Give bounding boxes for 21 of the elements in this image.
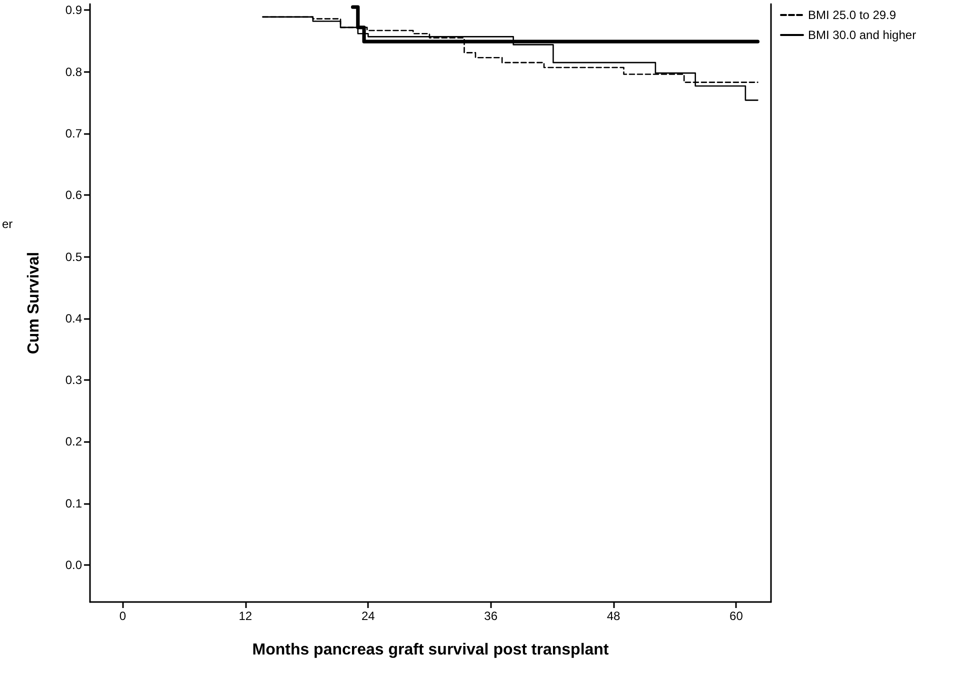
y-tick-label: 0.2 — [65, 434, 82, 449]
x-tick-label: 36 — [484, 609, 498, 623]
x-tick-label: 60 — [730, 609, 744, 623]
y-tick-label: 0.9 — [65, 3, 82, 18]
legend-label: BMI 30.0 and higher — [808, 28, 916, 42]
x-axis-title: Months pancreas graft survival post transplant — [252, 642, 610, 658]
text: er — [2, 217, 13, 231]
x-tick-label: 48 — [606, 609, 621, 623]
x-tick-label: 0 — [119, 609, 126, 623]
y-tick-label: 0.7 — [65, 126, 82, 140]
y-tick-label: 0.5 — [65, 250, 82, 264]
y-axis-title: Cum Survival — [26, 252, 42, 354]
x-tick-label: 24 — [361, 609, 376, 623]
y-tick-label: 0.6 — [65, 188, 82, 202]
legend-label: BMI 25.0 to 29.9 — [808, 8, 896, 22]
y-tick-label: 0.8 — [65, 64, 82, 79]
y-tick-label: 0.1 — [65, 496, 82, 510]
y-tick-label: 0.0 — [65, 558, 82, 572]
x-tick-label: 12 — [238, 609, 252, 623]
y-tick-label: 0.3 — [65, 373, 82, 388]
y-tick-label: 0.4 — [65, 311, 82, 326]
